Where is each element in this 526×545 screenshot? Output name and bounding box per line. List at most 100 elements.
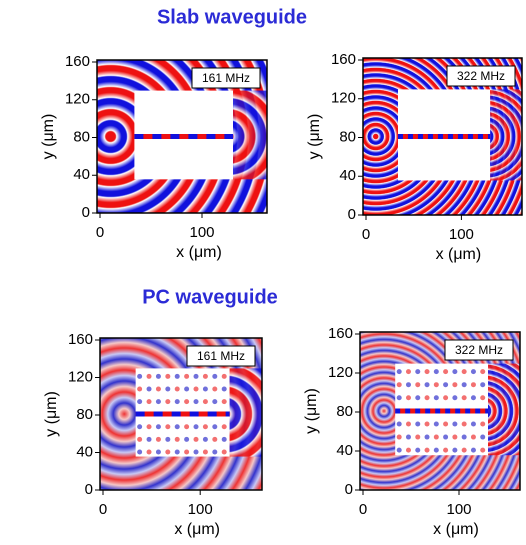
crystal-rod <box>396 395 402 401</box>
crystal-rod <box>165 399 171 405</box>
y-tick-label: 40 <box>339 167 356 184</box>
x-tick-label: 0 <box>96 224 104 241</box>
x-tick-label: 100 <box>188 501 213 518</box>
crystal-rod <box>146 424 152 430</box>
y-tick-label: 0 <box>82 204 90 221</box>
crystal-rod <box>174 399 180 405</box>
crystal-rod <box>405 395 411 401</box>
crystal-rod <box>470 395 476 401</box>
crystal-rod <box>202 424 208 430</box>
crystal-rod <box>433 382 439 388</box>
crystal-rod <box>461 421 467 427</box>
crystal-rod <box>480 395 486 401</box>
y-tick-label: 40 <box>73 166 90 183</box>
crystal-rod <box>221 449 227 455</box>
frequency-box <box>444 339 514 361</box>
y-tick-label: 0 <box>345 481 353 498</box>
y-tick-label: 160 <box>68 331 93 348</box>
crystal-rod <box>480 447 486 453</box>
crystal-rod <box>146 449 152 455</box>
crystal-rod <box>415 369 421 375</box>
plot-frame <box>99 337 263 491</box>
crystal-rod <box>452 395 458 401</box>
crystal-rod <box>137 386 143 392</box>
crystal-rod <box>193 386 199 392</box>
crystal-rod <box>146 373 152 379</box>
y-axis-label: y (μm) <box>43 391 60 437</box>
crystal-rod <box>396 447 402 453</box>
crystal-rod <box>137 373 143 379</box>
crystal-rod <box>470 421 476 427</box>
crystal-rod <box>221 373 227 379</box>
frequency-label: 161 MHz <box>197 349 245 363</box>
field-map: 322 MHz 0 40 80 120 160 0 100 x (μm) y (μm) <box>306 51 523 263</box>
crystal-rod <box>443 434 449 440</box>
crystal-rod <box>165 386 171 392</box>
crystal-rod <box>424 395 430 401</box>
crystal-rod <box>221 424 227 430</box>
crystal-rod <box>433 395 439 401</box>
y-tick-label: 160 <box>331 51 356 68</box>
crystal-rod <box>424 421 430 427</box>
crystal-rod <box>470 382 476 388</box>
crystal-rod <box>137 399 143 405</box>
crystal-rod <box>396 434 402 440</box>
crystal-rod <box>443 382 449 388</box>
y-tick-label: 120 <box>68 368 93 385</box>
crystal-rod <box>137 424 143 430</box>
y-tick-label: 120 <box>331 90 356 107</box>
exit-field <box>233 90 267 180</box>
crystal-rod <box>174 373 180 379</box>
crystal-rod <box>461 447 467 453</box>
crystal-rod <box>433 369 439 375</box>
crystal-rod <box>146 386 152 392</box>
crystal-rod <box>184 449 190 455</box>
crystal-rod <box>202 436 208 442</box>
crystal-rod <box>452 369 458 375</box>
frequency-label: 161 MHz <box>202 71 250 85</box>
y-tick-label: 40 <box>336 442 353 459</box>
crystal-rod <box>424 434 430 440</box>
crystal-rod <box>461 395 467 401</box>
crystal-rod <box>165 436 171 442</box>
crystal-rod <box>480 421 486 427</box>
crystal-rod <box>184 386 190 392</box>
plot-frame <box>362 57 523 216</box>
crystal-rod <box>202 373 208 379</box>
crystal-rod <box>193 424 199 430</box>
plot-frame <box>359 331 521 491</box>
crystal-rod <box>461 382 467 388</box>
crystal-rod <box>443 421 449 427</box>
crystal-rod <box>480 434 486 440</box>
y-axis-label: y (μm) <box>306 114 323 160</box>
crystal-rod <box>155 449 161 455</box>
crystal-rod <box>470 369 476 375</box>
frequency-box <box>191 67 261 89</box>
x-axis-label: x (μm) <box>433 521 479 538</box>
crystal-rod <box>202 449 208 455</box>
crystal-rod <box>174 424 180 430</box>
crystal-rod <box>443 447 449 453</box>
crystal-rod <box>452 382 458 388</box>
crystal-rod <box>184 373 190 379</box>
x-tick-label: 0 <box>359 501 367 518</box>
crystal-rod <box>221 386 227 392</box>
crystal-rod <box>193 449 199 455</box>
crystal-rod <box>405 369 411 375</box>
crystal-rod <box>415 421 421 427</box>
x-tick-label: 0 <box>362 226 370 243</box>
crystal-rod <box>184 424 190 430</box>
crystal-rod <box>470 447 476 453</box>
section-title: PC waveguide <box>142 286 278 308</box>
crystal-rod <box>146 399 152 405</box>
plot-frame <box>96 59 268 214</box>
crystal-rod <box>165 373 171 379</box>
crystal-rod <box>433 434 439 440</box>
y-tick-label: 0 <box>85 481 93 498</box>
y-axis-label: y (μm) <box>303 388 320 434</box>
crystal-rod <box>415 434 421 440</box>
crystal-rod <box>405 447 411 453</box>
section-title: Slab waveguide <box>157 6 307 28</box>
crystal-rod <box>212 373 218 379</box>
